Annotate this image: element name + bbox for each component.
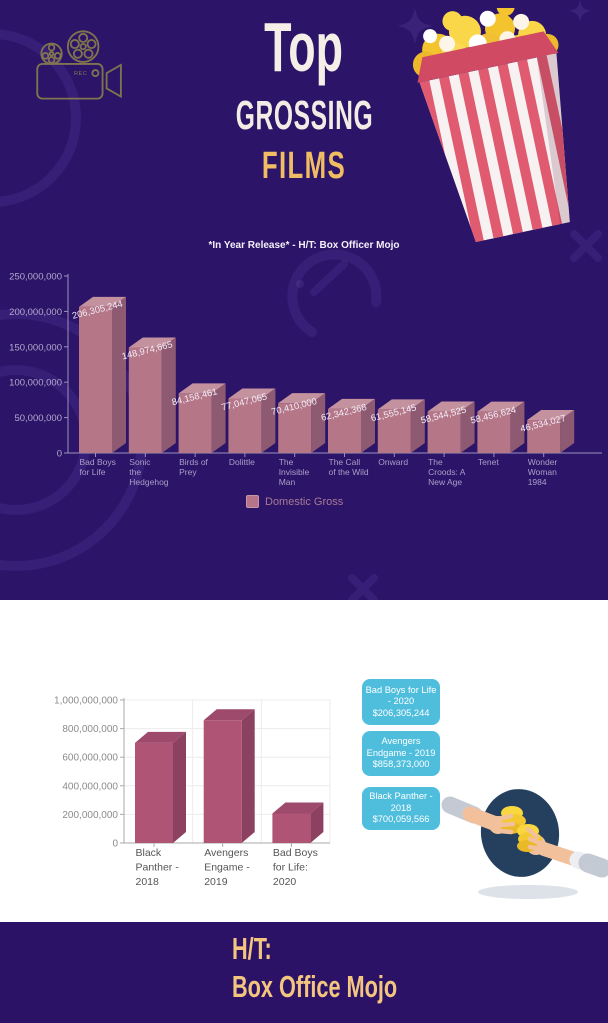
comparison-section: Top Domestic Gross Films 2018-2020 Domes… (0, 600, 608, 922)
svg-text:50,000,000: 50,000,000 (14, 413, 62, 424)
svg-text:Woman: Woman (528, 467, 557, 477)
svg-text:0: 0 (57, 449, 62, 460)
svg-text:Bad Boys: Bad Boys (273, 847, 318, 859)
svg-text:200,000,000: 200,000,000 (9, 307, 62, 318)
title-line-1: Top (0, 12, 608, 82)
svg-text:Engame -: Engame - (204, 862, 250, 874)
svg-text:Wonder: Wonder (528, 457, 558, 467)
svg-text:The: The (428, 457, 443, 467)
domestic-gross-bar-chart: 0 50,000,000 100,000,000 150,000,000 200,000… (9, 272, 602, 487)
callout-title: Black Panther - 2018 (369, 791, 433, 813)
svg-text:Avengers: Avengers (204, 847, 248, 859)
callout-value: $206,305,244 (372, 707, 430, 718)
footer-line-1: H/T: (232, 931, 272, 966)
hands-holding-popcorn-illustration (441, 789, 608, 899)
top-films-2018-2020-chart: 0 200,000,000 400,000,000 600,000,000 800,00… (55, 696, 331, 888)
svg-text:600,000,000: 600,000,000 (62, 753, 118, 764)
svg-text:400,000,000: 400,000,000 (62, 781, 118, 792)
svg-text:100,000,000: 100,000,000 (9, 378, 62, 389)
callout-value: $858,373,000 (372, 759, 430, 770)
callout-title: Bad Boys for Life - 2020 (365, 684, 437, 707)
hero-subtitle: *In Year Release* - H/T: Box Officer Moj… (208, 240, 400, 251)
movie-camera-icon: REC (36, 30, 122, 100)
svg-text:Onward: Onward (378, 457, 408, 467)
legend-label: Domestic Gross (265, 495, 344, 508)
svg-text:Dolittle: Dolittle (229, 457, 255, 467)
svg-text:150,000,000: 150,000,000 (9, 342, 62, 353)
svg-text:of the Wild: of the Wild (329, 467, 369, 477)
popcorn-box-illustration (412, 8, 592, 247)
svg-text:200,000,000: 200,000,000 (62, 810, 118, 821)
hero-section: REC Top GROSSING FILMS (0, 0, 608, 600)
callout-bad-boys: Bad Boys for Life - 2020 $206,305,244 (362, 679, 440, 725)
callout-black-panther: Black Panther - 2018 $700,059,566 (362, 787, 440, 830)
svg-text:Man: Man (279, 477, 296, 487)
svg-text:Croods: A: Croods: A (428, 467, 466, 477)
svg-text:Invisible: Invisible (279, 467, 310, 477)
footer: H/T: Box Office Mojo (0, 922, 608, 1023)
svg-text:Prey: Prey (179, 467, 197, 477)
svg-text:0: 0 (112, 839, 118, 850)
svg-text:2020: 2020 (273, 876, 297, 888)
svg-text:800,000,000: 800,000,000 (62, 724, 118, 735)
callout-avengers: Avengers Endgame - 2019 $858,373,000 (362, 731, 440, 776)
svg-text:The Call: The Call (329, 457, 361, 467)
svg-text:Black: Black (136, 847, 162, 859)
svg-text:for Life:: for Life: (273, 862, 308, 874)
title-top-text: Top (264, 8, 344, 86)
title-line-2: GROSSING (0, 95, 608, 136)
svg-text:Tenet: Tenet (478, 457, 499, 467)
svg-text:for Life: for Life (80, 467, 106, 477)
svg-text:1,000,000,000: 1,000,000,000 (55, 696, 118, 707)
chart1-legend: Domestic Gross (246, 495, 343, 508)
callout-title: Avengers Endgame - 2019 (366, 736, 436, 758)
svg-text:Birds of: Birds of (179, 457, 208, 467)
svg-text:2019: 2019 (204, 876, 228, 888)
svg-text:New Age: New Age (428, 477, 462, 487)
svg-text:Panther -: Panther - (136, 862, 180, 874)
svg-text:The: The (279, 457, 294, 467)
svg-text:250,000,000: 250,000,000 (9, 272, 62, 283)
svg-text:Sonic: Sonic (129, 457, 151, 467)
legend-swatch (246, 495, 259, 508)
footer-line-2: Box Office Mojo (232, 969, 398, 1004)
title-line-3: FILMS (0, 147, 608, 185)
camera-rec-label: REC (74, 71, 87, 77)
svg-text:Bad Boys: Bad Boys (80, 457, 116, 467)
svg-text:2018: 2018 (136, 876, 160, 888)
title-grossing-text: GROSSING (235, 92, 373, 138)
svg-text:1984: 1984 (528, 477, 547, 487)
callout-value: $700,059,566 (372, 814, 430, 825)
svg-text:the: the (129, 467, 141, 477)
title-films-text: FILMS (261, 145, 347, 187)
svg-text:Hedgehog: Hedgehog (129, 477, 169, 487)
